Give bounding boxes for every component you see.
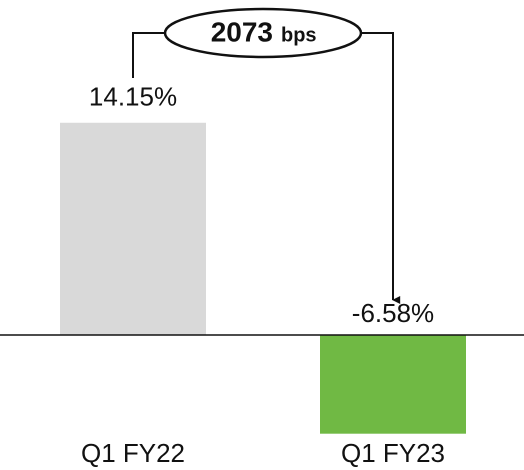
bar (320, 335, 466, 434)
x-tick-label: Q1 FY23 (341, 438, 445, 468)
connector (132, 32, 170, 78)
annotation-bubble (163, 7, 363, 59)
value-label: 14.15% (89, 82, 177, 112)
value-label: -6.58% (352, 298, 434, 328)
annotation-number: 2073 (211, 16, 273, 47)
x-tick-label: Q1 FY22 (81, 438, 185, 468)
bar (60, 122, 206, 335)
annotation-unit: bps (281, 24, 317, 46)
arrow (356, 32, 401, 304)
